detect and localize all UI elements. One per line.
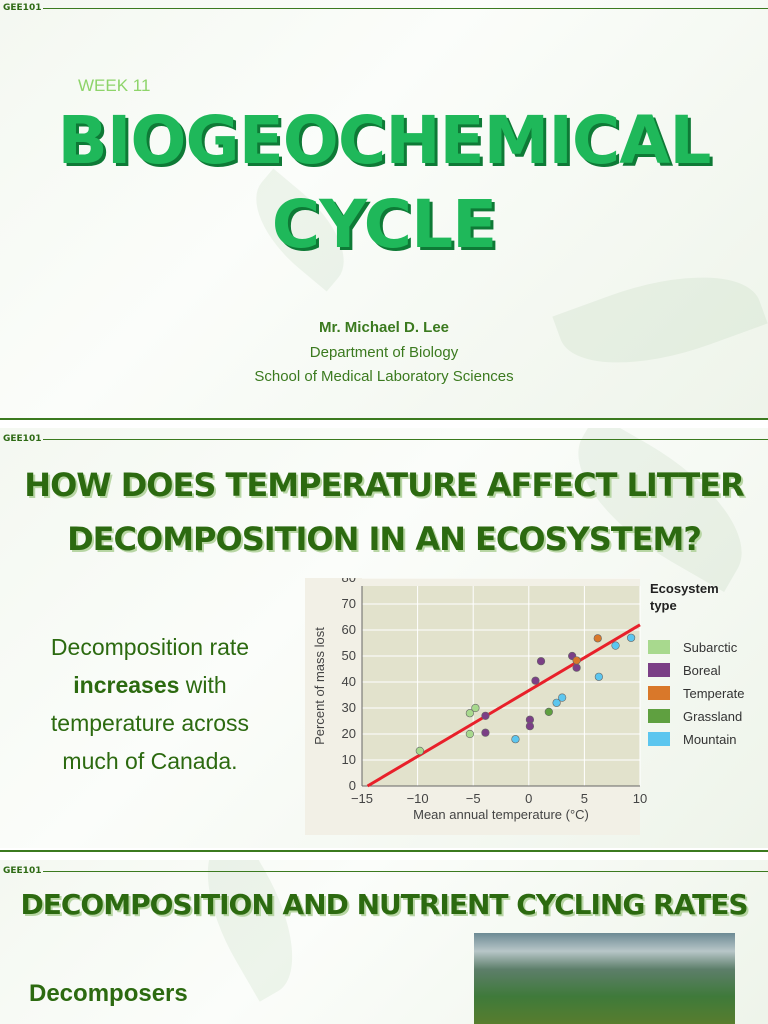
x-tick-label: 10 [633, 791, 647, 806]
legend-label: Grassland [683, 709, 742, 724]
text-bold: increases [73, 672, 180, 698]
trendline [366, 623, 641, 788]
slide2-title-1: HOW DOES TEMPERATURE AFFECT LITTER [24, 466, 744, 504]
course-tag: GEE101 [3, 434, 768, 444]
x-axis-label: Mean annual temperature (°C) [413, 807, 589, 822]
legend-label: Boreal [683, 663, 721, 678]
department: Department of Biology [309, 344, 459, 361]
divider [0, 418, 768, 420]
slide-temperature: GEE101 HOW DOES TEMPERATURE AFFECT LITTE… [0, 428, 768, 848]
decomposition-text: Decomposition rate increases with temper… [20, 628, 280, 780]
header-rule [43, 870, 768, 872]
divider [0, 850, 768, 852]
plot-area [362, 586, 640, 786]
data-point-mountain [511, 735, 520, 744]
title-line-2: CYCLE [271, 186, 497, 263]
decomposers-heading: Decomposers [29, 980, 188, 1007]
course-code: GEE101 [3, 866, 42, 876]
y-tick-label: 20 [342, 726, 356, 741]
data-point-boreal [481, 728, 490, 737]
school: School of Medical Laboratory Sciences [254, 368, 514, 385]
header-rule [43, 7, 768, 9]
data-point-boreal [536, 657, 546, 666]
x-tick-label: 0 [525, 791, 532, 806]
slide-title: GEE101 WEEK 11 BIOGEOCHEMICAL CYCLE Mr. … [0, 0, 768, 418]
data-point-mountain [558, 693, 567, 702]
x-tick-label: −5 [466, 791, 481, 806]
data-point-mountain [594, 672, 603, 681]
slide-decomposition: GEE101 DECOMPOSITION AND NUTRIENT CYCLIN… [0, 860, 768, 1024]
y-tick-label: 30 [342, 700, 356, 715]
title-line-1: BIOGEOCHEMICAL [57, 102, 712, 179]
leaf-decoration [179, 860, 321, 1002]
course-code: GEE101 [3, 3, 42, 13]
data-point-grassland [544, 707, 553, 716]
data-point-subarctic [415, 746, 424, 755]
x-tick-label: 5 [581, 791, 588, 806]
week-label: WEEK 11 [78, 76, 151, 95]
scatter-chart: −15 −10 −5 0 5 10 0 10 20 30 40 50 60 70 80 Mean annual… [305, 578, 744, 835]
data-point-mountain [611, 641, 620, 650]
x-tick-label: −10 [407, 791, 429, 806]
data-point-subarctic [471, 703, 480, 713]
y-tick-label: 40 [342, 674, 356, 689]
legend-label: Subarctic [683, 640, 738, 655]
legend-swatch-mountain [648, 732, 670, 746]
data-point-subarctic [465, 709, 474, 718]
data-point-boreal [525, 722, 535, 731]
x-tick-label: −15 [351, 791, 373, 806]
y-tick-label: 10 [342, 752, 356, 767]
course-tag: GEE101 [3, 866, 768, 876]
legend-title-line-2: type [650, 598, 677, 613]
text-after: with temperature across much of Canada. [50, 672, 250, 774]
slide2-title-2: DECOMPOSITION IN AN ECOSYSTEM? [67, 520, 702, 558]
data-point-temperate [593, 634, 602, 643]
legend-swatch-temperate [648, 686, 670, 700]
y-tick-label: 70 [342, 596, 356, 611]
data-point-boreal [531, 676, 540, 685]
author: Mr. Michael D. Lee [318, 319, 450, 336]
header-rule [43, 438, 768, 440]
course-tag: GEE101 [3, 3, 768, 13]
legend-swatch-grassland [648, 709, 670, 723]
y-tick-label: 60 [342, 622, 356, 637]
legend-label: Mountain [683, 732, 736, 747]
data-point-subarctic [465, 729, 474, 739]
data-point-mountain [627, 633, 636, 642]
y-tick-label: 0 [349, 778, 356, 793]
data-point-boreal [572, 663, 581, 672]
course-code: GEE101 [3, 434, 42, 444]
legend-swatch-subarctic [648, 640, 670, 654]
legend-label: Temperate [683, 686, 744, 701]
leaf-decoration [550, 428, 768, 592]
text-before: Decomposition rate [50, 634, 250, 660]
y-tick-label: 50 [342, 648, 356, 663]
legend-swatch-boreal [648, 663, 670, 677]
y-axis-label: Percent of mass lost [312, 627, 327, 745]
legend-title-line-1: Ecosystem [650, 581, 719, 596]
data-point-boreal [481, 711, 490, 720]
y-tick-label: 80 [342, 578, 356, 585]
data-point-temperate [572, 656, 581, 665]
slide3-title: DECOMPOSITION AND NUTRIENT CYCLING RATES [20, 888, 749, 921]
data-point-mountain [552, 698, 561, 707]
forest-image [474, 933, 735, 1024]
